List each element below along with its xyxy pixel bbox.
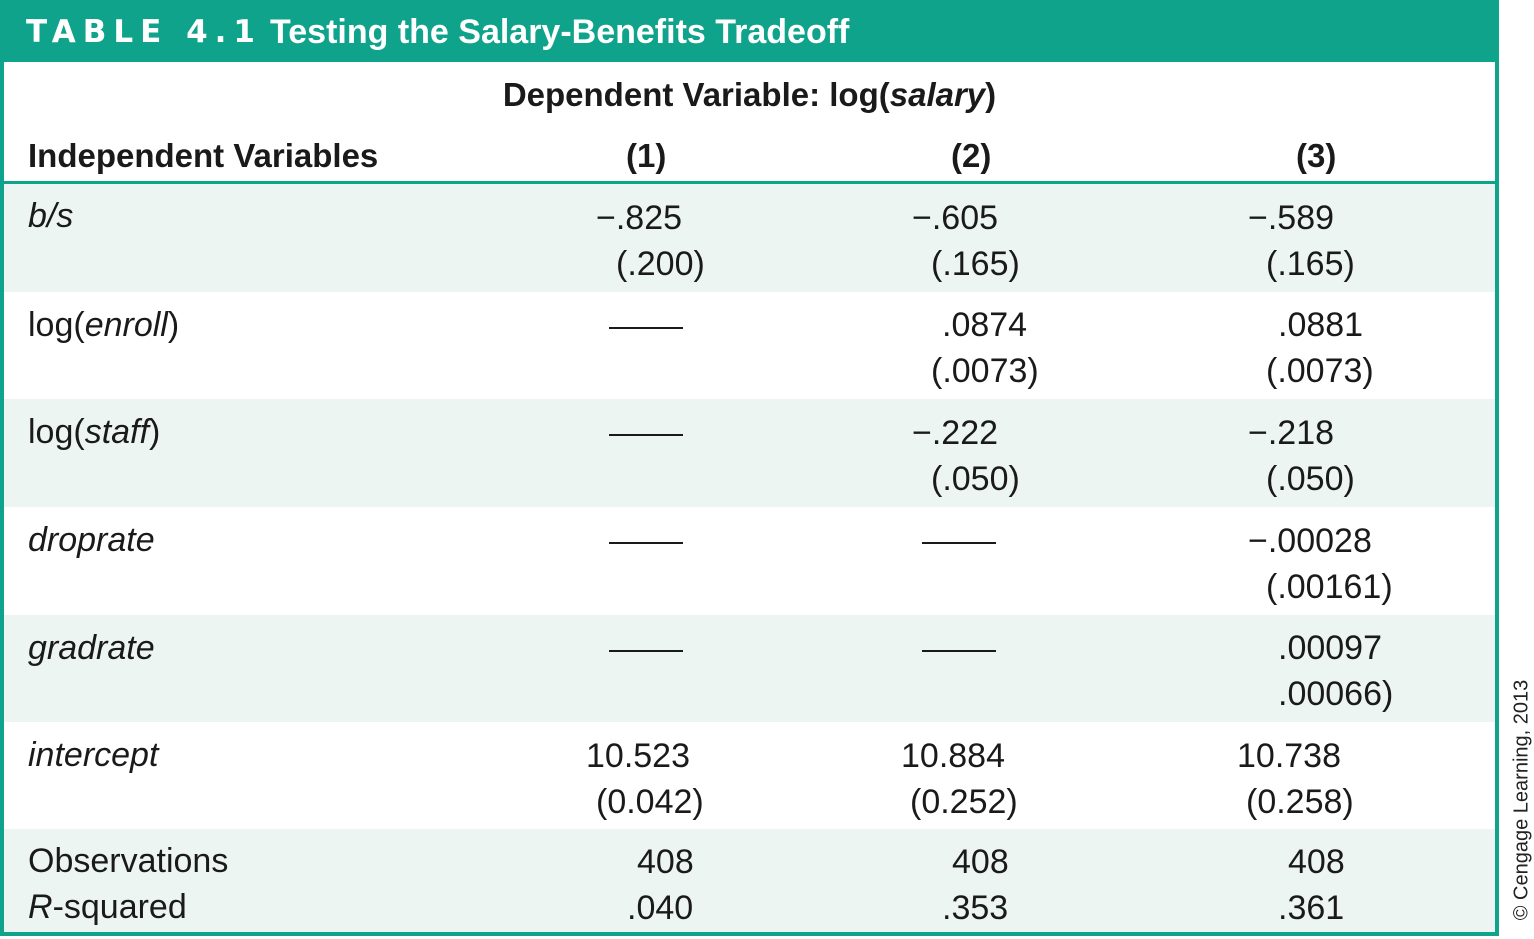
row-band-observations [4,829,1495,932]
bs-coef-col2: −.605 [912,199,999,237]
enroll-se-col2: (.0073) [931,352,1039,390]
droprate-col2-empty-dash: — [922,542,996,544]
observations-col2: 408 [952,843,1009,881]
droprate-se-col3: (.00161) [1266,568,1393,606]
row-label-gradrate: gradrate [28,629,155,667]
enroll-coef-col2: .0874 [942,306,1028,344]
table-number: TABLE 4.1 [26,14,262,50]
intercept-se-col2: (0.252) [910,783,1018,821]
row-band-gradrate [4,615,1495,722]
rsquared-col3: .361 [1278,889,1345,927]
copyright-notice: © Cengage Learning, 2013 [1510,679,1533,921]
dependent-prefix: Dependent Variable: log( [502,76,890,113]
dependent-variable-name: salary [889,76,986,113]
enroll-col1-empty-dash: — [609,327,683,329]
intercept-coef-col1: 10.523 [586,737,690,775]
bs-se-col3: (.165) [1266,245,1355,283]
gradrate-coef-col3: .00097 [1278,629,1382,667]
staff-col1-empty-dash: — [609,434,683,436]
dependent-variable-heading: Dependent Variable: log(salary) [0,76,1499,114]
rsquared-col2: .353 [942,889,1009,927]
intercept-se-col1: (0.042) [596,783,704,821]
staff-se-col3: (.050) [1266,460,1355,498]
table-frame [0,0,1499,936]
staff-se-col2: (.050) [931,460,1020,498]
enroll-se-col3: (.0073) [1266,352,1374,390]
row-band-bs [4,184,1495,292]
row-label-rsquared: R-squared [28,888,187,926]
rsquared-col1: .040 [627,889,694,927]
observations-col3: 408 [1288,843,1345,881]
header-column-1: (1) [626,137,667,174]
intercept-coef-col3: 10.738 [1237,737,1341,775]
header-column-3: (3) [1296,137,1337,174]
row-label-staff: log(staff) [28,413,161,451]
row-label-enroll: log(enroll) [28,306,180,344]
dependent-suffix: ) [985,76,997,113]
staff-coef-col2: −.222 [912,414,999,452]
observations-col1: 408 [637,843,694,881]
intercept-se-col3: (0.258) [1246,783,1354,821]
row-label-bs: b/s [28,197,74,235]
header-independent-variables: Independent Variables [28,137,379,174]
droprate-col1-empty-dash: — [609,542,683,544]
gradrate-col1-empty-dash: — [609,650,683,652]
header-column-2: (2) [951,137,992,174]
gradrate-col2-empty-dash: — [922,650,996,652]
enroll-coef-col3: .0881 [1278,306,1364,344]
row-label-intercept: intercept [28,736,159,774]
droprate-coef-col3: −.00028 [1248,522,1372,560]
row-label-observations: Observations [28,842,229,880]
intercept-coef-col2: 10.884 [901,737,1005,775]
table-title-bar: TABLE 4.1 Testing the Salary-Benefits Tr… [0,0,1499,62]
staff-coef-col3: −.218 [1248,414,1335,452]
bs-se-col1: (.200) [616,245,705,283]
gradrate-se-col3: .00066) [1278,675,1394,713]
row-label-droprate: droprate [28,521,155,559]
header-rule [4,181,1495,184]
bs-se-col2: (.165) [931,245,1020,283]
bs-coef-col3: −.589 [1248,199,1335,237]
table-title: Testing the Salary-Benefits Tradeoff [270,13,850,51]
bs-coef-col1: −.825 [596,199,683,237]
row-band-staff [4,399,1495,507]
